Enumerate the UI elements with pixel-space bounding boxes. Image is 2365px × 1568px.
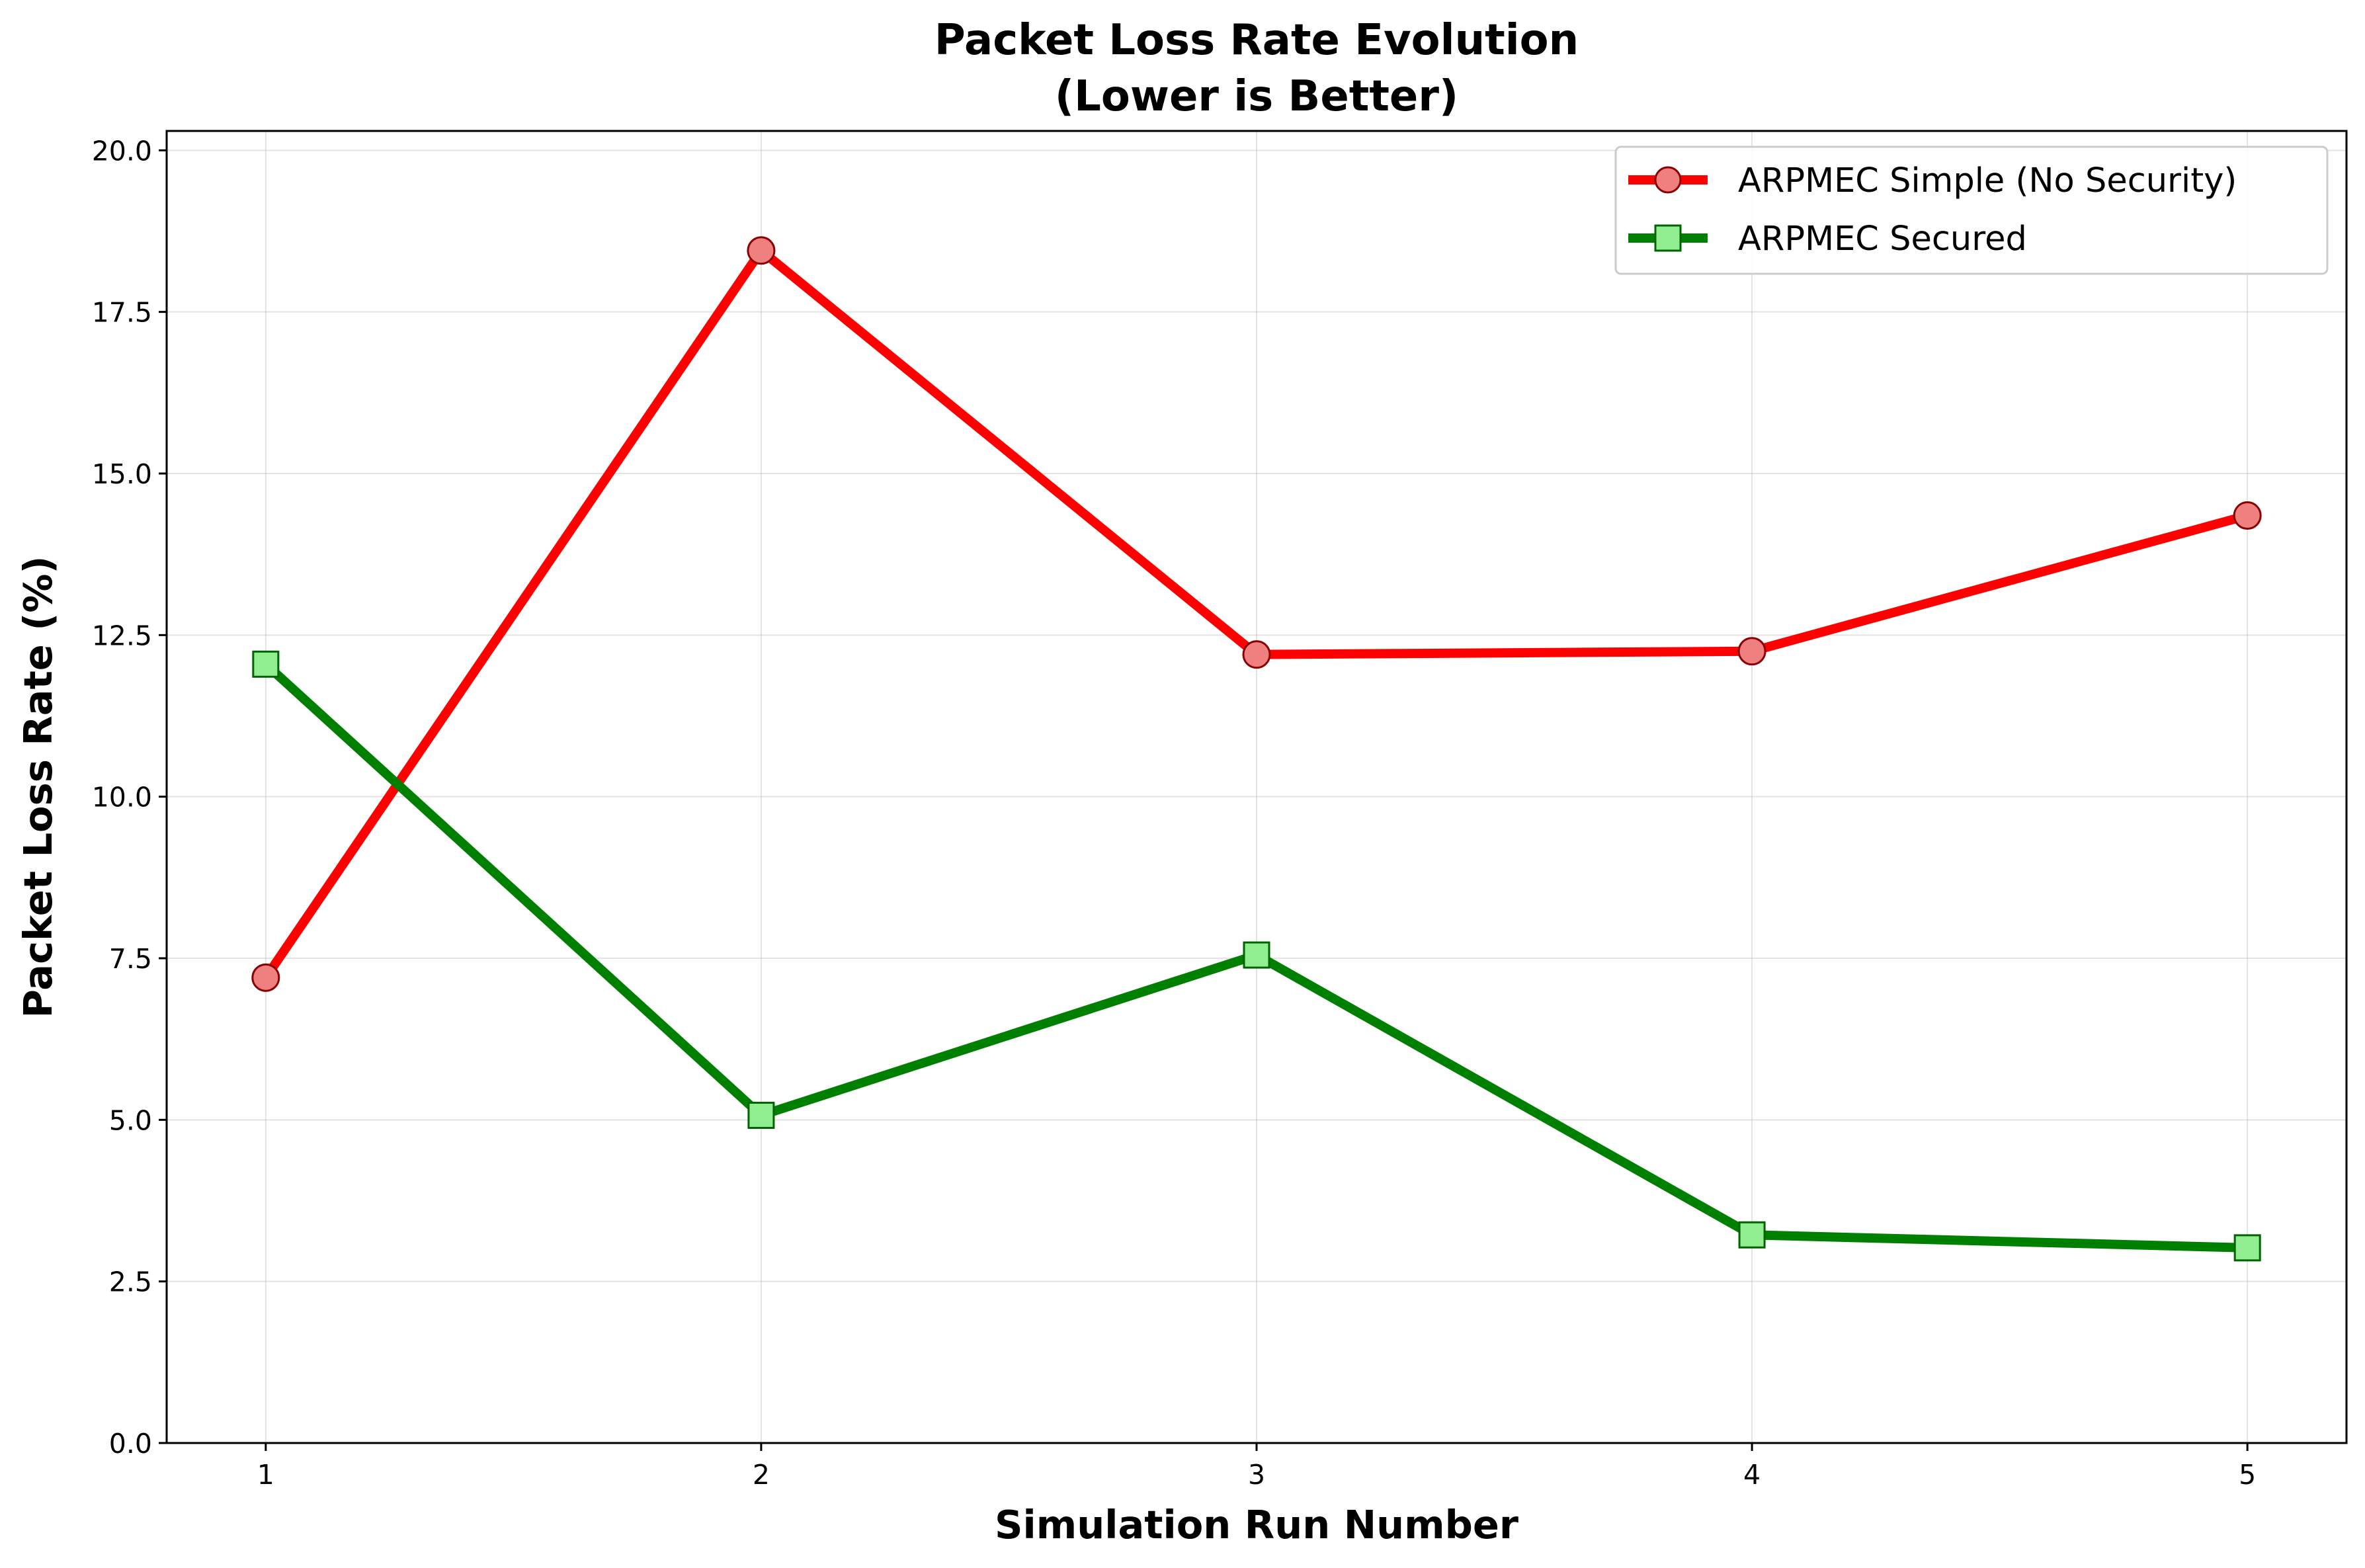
y-tick-label: 15.0: [92, 458, 152, 490]
y-tick-label: 20.0: [92, 135, 152, 167]
data-point-secured: [252, 650, 280, 678]
data-point-simple: [2233, 501, 2262, 530]
y-tick-label: 17.5: [92, 297, 152, 329]
x-tick-label: 1: [257, 1459, 274, 1491]
chart-subtitle: (Lower is Better): [1055, 72, 1458, 121]
y-tick-label: 0.0: [109, 1428, 152, 1460]
legend-label-simple: ARPMEC Simple (No Security): [1738, 161, 2237, 200]
x-axis-label: Simulation Run Number: [995, 1502, 1518, 1547]
legend-marker-secured: [1654, 224, 1682, 252]
data-point-simple: [1242, 640, 1271, 669]
legend-marker-simple: [1654, 166, 1682, 194]
data-point-simple: [1737, 637, 1766, 666]
data-point-secured: [1243, 941, 1270, 969]
x-tick-label: 2: [753, 1459, 770, 1491]
data-point-secured: [747, 1101, 775, 1129]
x-tick-label: 3: [1248, 1459, 1265, 1491]
legend-label-secured: ARPMEC Secured: [1738, 220, 2027, 259]
x-tick-label: 4: [1743, 1459, 1761, 1491]
data-point-secured: [1738, 1221, 1766, 1249]
grid-lines: [167, 131, 2346, 1444]
legend: ARPMEC Simple (No Security) ARPMEC Secur…: [1614, 145, 2329, 275]
y-tick-label: 5.0: [109, 1104, 152, 1136]
axis-ticks: 1 2 3 4 5 0.0 2.5 5.0 7.5 10.0 12.5 15.0 17.5 20.0: [92, 135, 2257, 1491]
plot-series: [251, 236, 2262, 1262]
data-point-secured: [2233, 1234, 2261, 1262]
data-point-simple: [251, 963, 280, 992]
data-point-simple: [747, 236, 776, 265]
legend-box: [1614, 145, 2329, 275]
y-tick-label: 2.5: [109, 1266, 152, 1298]
y-tick-label: 10.0: [92, 782, 152, 813]
chart-title: Packet Loss Rate Evolution: [934, 16, 1579, 65]
y-tick-label: 7.5: [109, 943, 152, 975]
x-tick-label: 5: [2239, 1459, 2256, 1491]
y-axis-label: Packet Loss Rate (%): [15, 556, 61, 1018]
y-tick-label: 12.5: [92, 620, 152, 651]
